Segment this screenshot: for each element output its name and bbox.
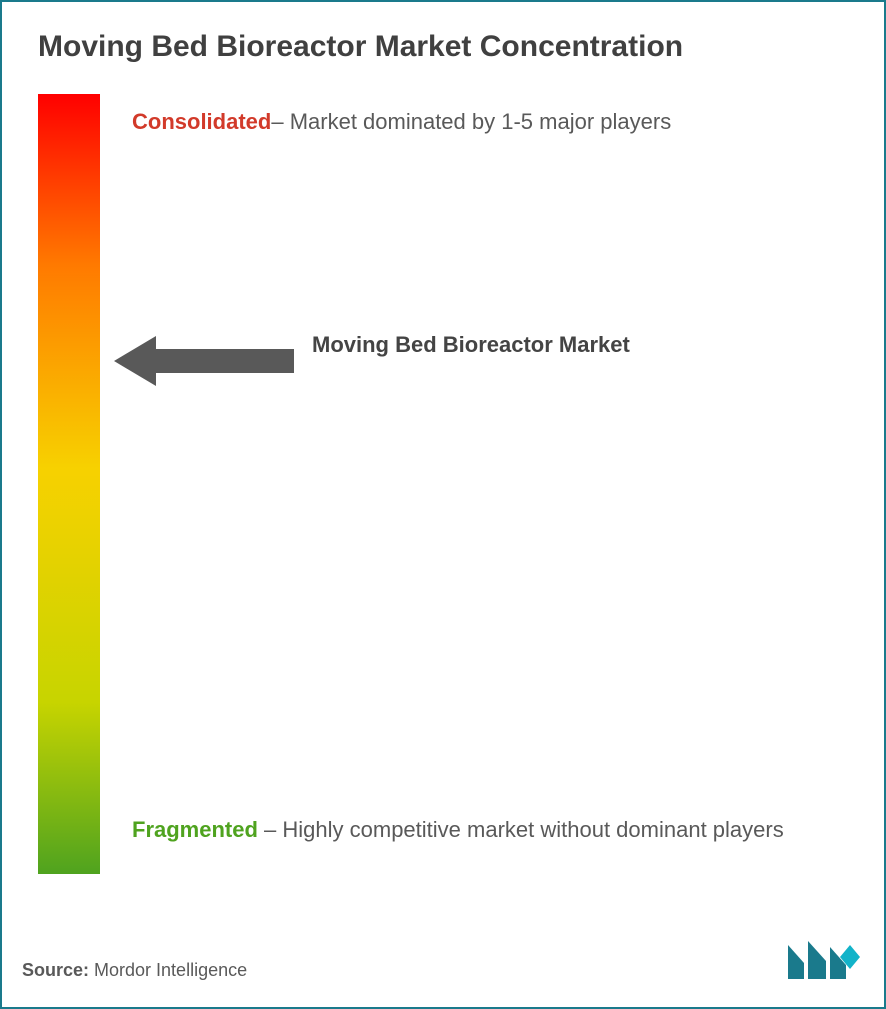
source-label: Source:	[22, 960, 89, 980]
mordor-logo-icon	[784, 935, 864, 981]
infographic-container: Moving Bed Bioreactor Market Concentrati…	[0, 0, 886, 1009]
source-value: Mordor Intelligence	[89, 960, 247, 980]
fragmented-label: Fragmented – Highly competitive market w…	[132, 806, 844, 854]
consolidated-label: Consolidated– Market dominated by 1-5 ma…	[132, 98, 844, 146]
fragmented-bold: Fragmented	[132, 817, 258, 842]
source-attribution: Source: Mordor Intelligence	[22, 960, 247, 981]
consolidated-bold: Consolidated	[132, 109, 271, 134]
market-position-label: Moving Bed Bioreactor Market	[312, 328, 632, 362]
page-title: Moving Bed Bioreactor Market Concentrati…	[2, 2, 884, 84]
fragmented-text: – Highly competitive market without domi…	[258, 817, 784, 842]
concentration-gradient-bar	[38, 94, 100, 874]
footer: Source: Mordor Intelligence	[22, 935, 864, 981]
consolidated-text: – Market dominated by 1-5 major players	[271, 109, 671, 134]
content-area: Consolidated– Market dominated by 1-5 ma…	[2, 84, 884, 884]
marker-arrow-icon	[114, 334, 294, 388]
